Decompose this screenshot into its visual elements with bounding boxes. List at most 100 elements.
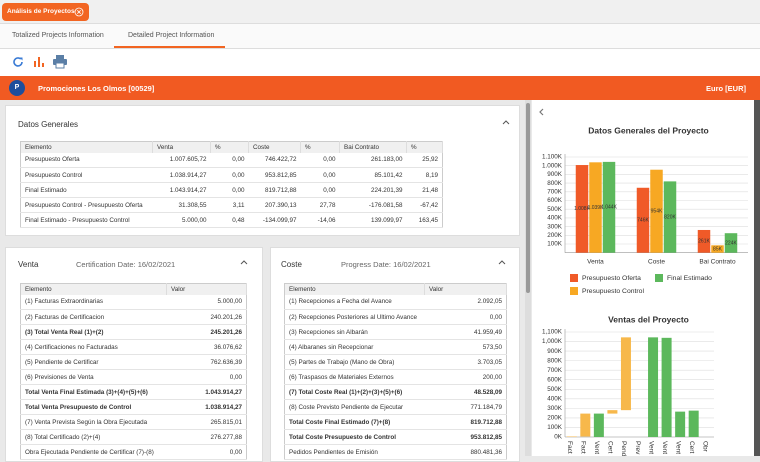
cell-value: 5.000,00 [153, 213, 211, 228]
value-label: 820K [664, 214, 676, 220]
column-header: Coste [249, 142, 301, 153]
x-tick-label: Bai Contrato [699, 258, 736, 265]
cell-value: 139.099,97 [340, 213, 407, 228]
cell-value: 265.815,01 [167, 415, 247, 430]
cell-label: Final Estimado [21, 183, 153, 198]
collapse-icon[interactable] [497, 258, 507, 266]
column-header: Venta [153, 142, 211, 153]
cell-label: (7) Venta Prevista Según la Obra Ejecuta… [21, 415, 167, 430]
cell-label: Presupuesto Control [21, 168, 153, 183]
app-tab-label: Análisis de Proyectos [7, 8, 75, 15]
cell-label: (3) Recepciones sin Albarán [285, 325, 425, 340]
cell-value: 0,00 [211, 183, 249, 198]
cell-value: 5.000,00 [167, 295, 247, 310]
cell-value: 0,00 [301, 183, 340, 198]
cell-value: 0,00 [167, 445, 247, 460]
legend-label: Presupuesto Control [582, 288, 644, 295]
cell-label: (6) Traspasos de Materiales Externos [285, 370, 425, 385]
x-tick-label: Cert [688, 441, 695, 453]
cell-value: 819.712,88 [249, 183, 301, 198]
table-row: Presupuesto Control - Presupuesto Oferta… [21, 198, 443, 213]
cell-label: (5) Pendiente de Certificar [21, 355, 167, 370]
y-tick-label: 300K [547, 405, 563, 412]
cell-value: 1.038.914,27 [153, 168, 211, 183]
y-tick-label: 700K [547, 188, 563, 195]
refresh-icon[interactable] [11, 55, 25, 69]
y-tick-label: 600K [547, 376, 563, 383]
y-tick-label: 600K [547, 197, 563, 204]
collapse-icon[interactable] [239, 258, 249, 266]
table-row: (7) Total Coste Real (1)+(2)+(3)+(5)+(6)… [285, 385, 507, 400]
currency: Euro [EUR] [706, 84, 746, 93]
column-header: Bai Contrato [340, 142, 407, 153]
cell-value: 0,00 [301, 168, 340, 183]
card-title: Coste [281, 260, 302, 269]
y-tick-label: 1.100K [542, 154, 563, 161]
scrollbar[interactable] [754, 100, 760, 456]
cell-label: Presupuesto Oferta [21, 153, 153, 168]
chart-icon[interactable] [32, 55, 46, 69]
y-tick-label: 100K [547, 241, 563, 248]
value-label: 954K [651, 209, 663, 215]
cell-label: (6) Previsiones de Venta [21, 370, 167, 385]
cell-value: 0,00 [167, 370, 247, 385]
cell-value: 3,11 [211, 198, 249, 213]
cell-value: -134.099,97 [249, 213, 301, 228]
cell-value: 261.183,00 [340, 153, 407, 168]
bar [621, 337, 631, 410]
bar [580, 414, 590, 437]
tab-active[interactable]: Detailed Project Information [128, 32, 214, 39]
table-row: (8) Coste Previsto Pendiente de Ejecutar… [285, 400, 507, 415]
scrollbar[interactable] [525, 100, 531, 456]
x-tick-label: Obr [702, 441, 709, 453]
print-icon[interactable] [52, 54, 68, 69]
cell-value: -67,42 [407, 198, 443, 213]
chart-title: Datos Generales del Proyecto [588, 125, 708, 135]
y-tick-label: 1,100K [542, 329, 563, 336]
y-tick-label: 300K [547, 223, 563, 230]
table-row: (5) Partes de Trabajo (Mano de Obra)3.70… [285, 355, 507, 370]
collapse-icon[interactable] [501, 118, 511, 126]
cell-value: 1.043.914,27 [153, 183, 211, 198]
cell-value: 245.201,26 [167, 325, 247, 340]
column-header: Valor [167, 284, 247, 295]
app-tab[interactable]: Análisis de Proyectos [2, 3, 89, 21]
y-tick-label: 1,000K [542, 338, 563, 345]
column-header: % [407, 142, 443, 153]
top-bar [0, 0, 760, 24]
cell-label: Obra Ejecutada Pendiente de Certificar (… [21, 445, 167, 460]
toolbar [0, 49, 760, 76]
table-row: (7) Venta Prevista Según la Obra Ejecuta… [21, 415, 247, 430]
cell-label: (4) Certificaciones no Facturadas [21, 340, 167, 355]
y-tick-label: 500K [547, 386, 563, 393]
cell-value: 573,50 [425, 340, 507, 355]
legend-swatch [655, 274, 663, 282]
cell-label: Presupuesto Control - Presupuesto Oferta [21, 198, 153, 213]
cell-value: 224.201,39 [340, 183, 407, 198]
cell-value: 85.101,42 [340, 168, 407, 183]
table-row: Total Venta Final Estimada (3)+(4)+(5)+(… [21, 385, 247, 400]
cell-value: 1.007.605,72 [153, 153, 211, 168]
cell-label: Total Coste Presupuesto de Control [285, 430, 425, 445]
scroll-thumb[interactable] [526, 103, 530, 293]
x-tick-label: Vent [674, 441, 681, 454]
cell-value: 207.390,13 [249, 198, 301, 213]
table-row: (8) Total Certificado (2)+(4)276.277,88 [21, 430, 247, 445]
card-date: Progress Date: 16/02/2021 [341, 260, 431, 269]
cell-value: 21,48 [407, 183, 443, 198]
x-tick-label: Vent [661, 441, 668, 454]
tab[interactable]: Totalized Projects Information [12, 32, 104, 39]
bar [648, 337, 658, 437]
cell-label: (2) Facturas de Certificacion [21, 310, 167, 325]
cell-label: Final Estimado - Presupuesto Control [21, 213, 153, 228]
cell-label: (4) Albaranes sin Recepcionar [285, 340, 425, 355]
value-label: 224K [725, 240, 737, 246]
close-icon[interactable] [74, 7, 84, 17]
y-tick-label: 200K [547, 232, 563, 239]
